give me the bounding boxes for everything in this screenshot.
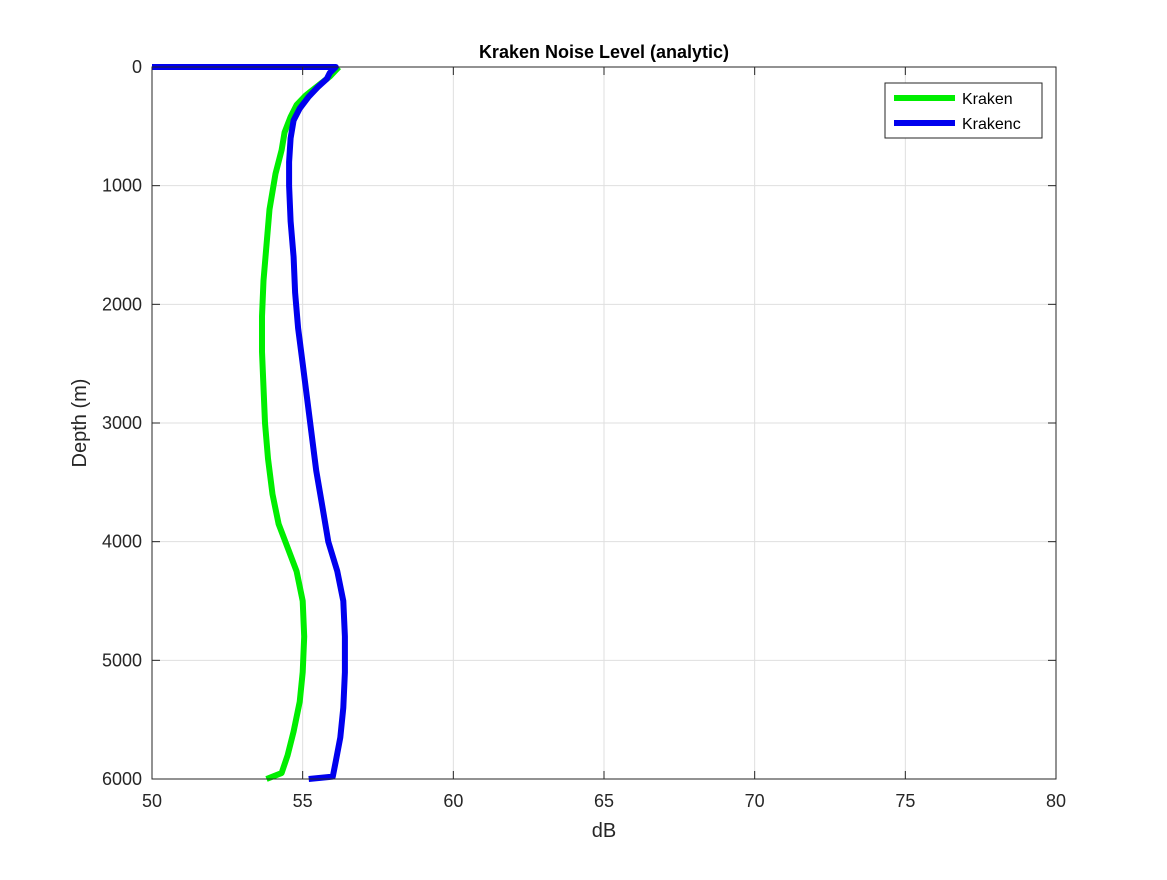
- y-tick-label: 5000: [102, 650, 142, 670]
- series-line-kraken: [259, 64, 341, 782]
- x-tick-label: 80: [1046, 791, 1066, 811]
- x-tick-label: 50: [142, 791, 162, 811]
- series-layer: [152, 64, 348, 782]
- x-tick-label: 75: [895, 791, 915, 811]
- y-tick-label: 6000: [102, 769, 142, 789]
- y-tick-label: 4000: [102, 532, 142, 552]
- y-axis-label: Depth (m): [69, 379, 91, 468]
- x-axis-label: dB: [592, 820, 616, 842]
- x-tick-label: 55: [293, 791, 313, 811]
- series-line-krakenc: [152, 64, 348, 782]
- legend-label-kraken: Kraken: [962, 91, 1013, 108]
- legend-label-krakenc: Krakenc: [962, 116, 1021, 133]
- y-tick-label: 0: [132, 57, 142, 77]
- x-tick-label: 70: [745, 791, 765, 811]
- y-tick-label: 2000: [102, 294, 142, 314]
- legend: Kraken Krakenc: [884, 82, 1043, 139]
- tick-layer: 50 55 60 65 70 75 80 0 1000 2000 3000 4000 5000 6000: [102, 57, 1066, 811]
- x-tick-label: 60: [443, 791, 463, 811]
- x-tick-label: 65: [594, 791, 614, 811]
- legend-box: [884, 82, 1043, 139]
- y-tick-label: 3000: [102, 413, 142, 433]
- grid-layer: [152, 67, 1056, 779]
- chart-title: Kraken Noise Level (analytic): [479, 42, 729, 62]
- y-tick-label: 1000: [102, 176, 142, 196]
